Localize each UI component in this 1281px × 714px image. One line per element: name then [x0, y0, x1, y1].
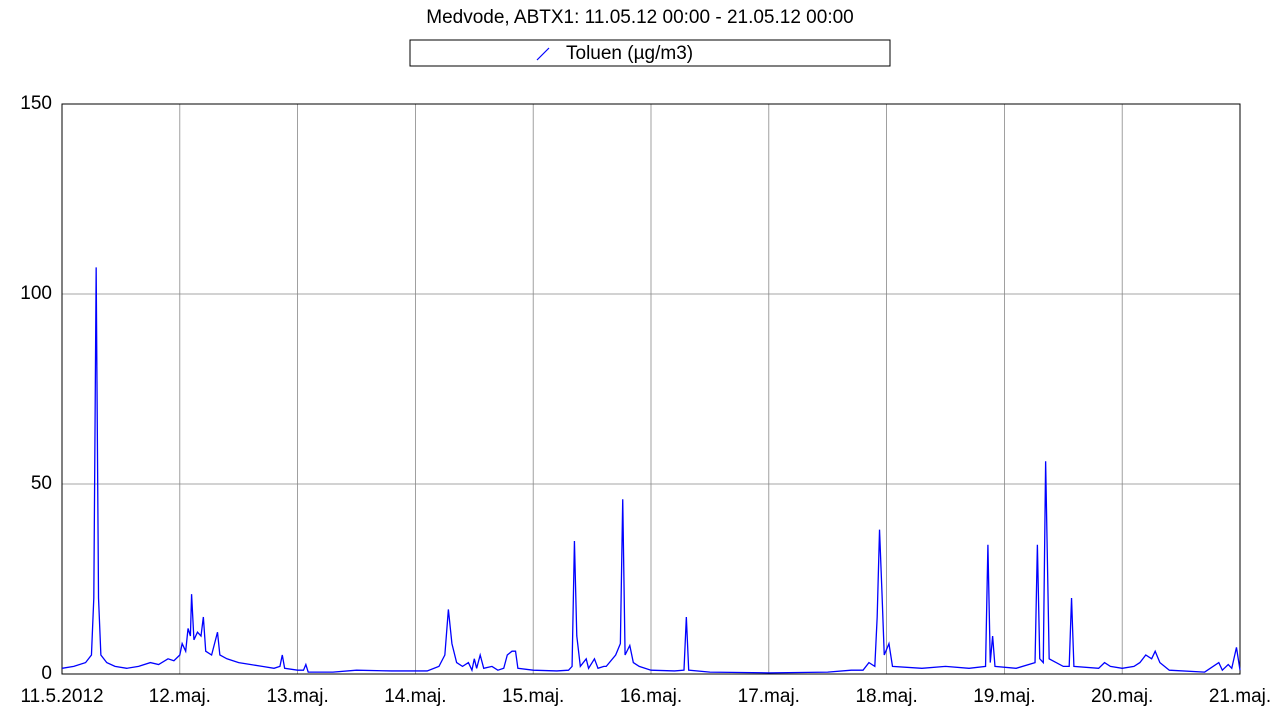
x-tick-label: 20.maj. [1091, 686, 1153, 707]
legend-box [409, 39, 891, 67]
y-tick-label: 0 [41, 663, 52, 684]
plot-frame [61, 103, 1241, 675]
x-tick-label: 19.maj. [973, 686, 1035, 707]
legend-label: Toluen (µg/m3) [566, 43, 693, 64]
x-tick-label: 21.maj. [1209, 686, 1271, 707]
y-tick-label: 150 [20, 93, 52, 114]
data-line [61, 267, 1241, 674]
x-tick-label: 17.maj. [738, 686, 800, 707]
legend-swatch [536, 47, 550, 61]
x-tick-label: 11.5.2012 [20, 686, 103, 707]
x-tick-label: 16.maj. [620, 686, 682, 707]
x-tick-label: 18.maj. [855, 686, 917, 707]
y-tick-label: 100 [20, 283, 52, 304]
x-tick-label: 12.maj. [149, 686, 211, 707]
x-tick-label: 13.maj. [266, 686, 328, 707]
x-tick-label: 15.maj. [502, 686, 564, 707]
x-tick-label: 14.maj. [384, 686, 446, 707]
y-tick-label: 50 [31, 473, 52, 494]
chart-title: Medvode, ABTX1: 11.05.12 00:00 - 21.05.1… [426, 7, 853, 28]
